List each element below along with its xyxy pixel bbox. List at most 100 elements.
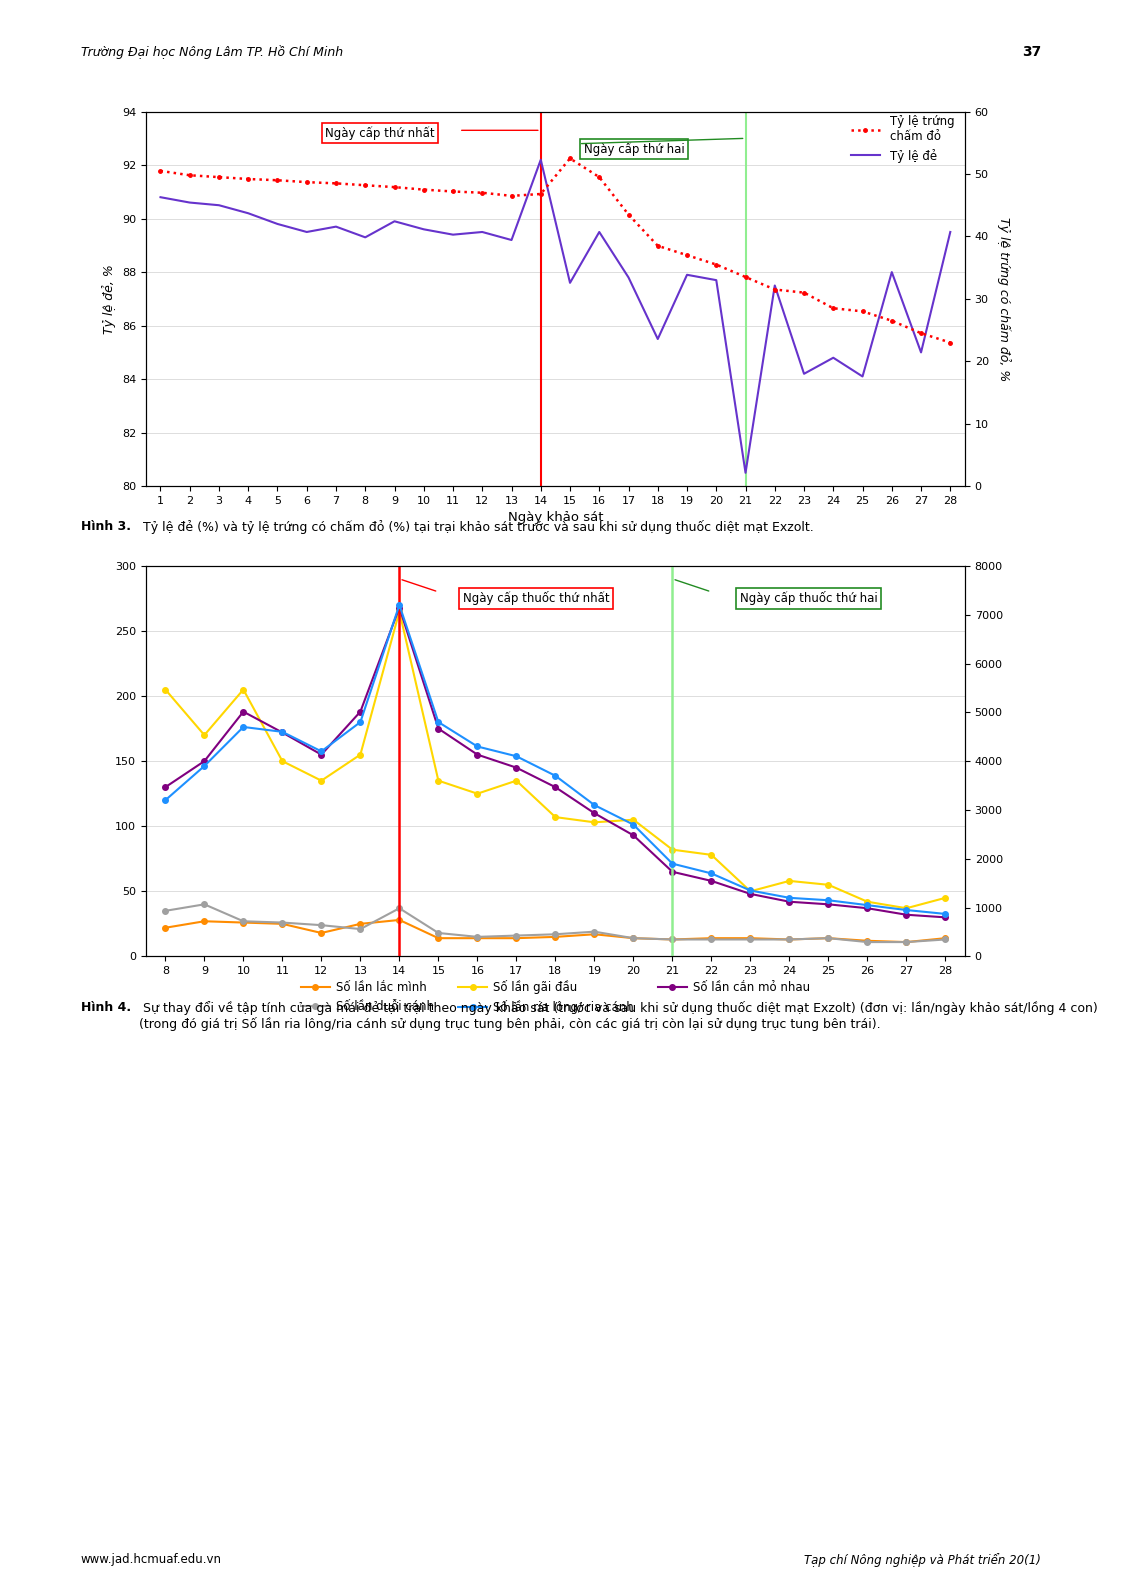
Số lần cắn mỏ nhau xyxy=(588,803,601,823)
Số lần gãi đầu xyxy=(665,840,679,859)
Số lần ria lông/ ria cánh xyxy=(744,881,757,901)
Line: Số lần duỗi cánh: Số lần duỗi cánh xyxy=(163,902,948,945)
Số lần duỗi cánh xyxy=(900,932,913,952)
Text: Ngày cấp thứ hai: Ngày cấp thứ hai xyxy=(583,142,684,156)
Số lần duỗi cánh xyxy=(393,899,406,918)
Số lần lắc mình xyxy=(627,929,641,948)
Số lần ria lông/ ria cánh xyxy=(237,717,250,736)
Số lần ria lông/ ria cánh xyxy=(705,864,718,883)
Số lần duỗi cánh xyxy=(939,929,953,948)
Số lần duỗi cánh xyxy=(509,926,523,945)
Số lần duỗi cánh xyxy=(744,929,757,948)
Số lần gãi đầu xyxy=(939,888,953,907)
Số lần lắc mình xyxy=(470,929,484,948)
Số lần gãi đầu xyxy=(432,771,445,791)
Legend: Số lần lắc mình, Số lần duỗi cánh, Số lần gãi đầu, Số lần ria lông/ ria cánh, Số: Số lần lắc mình, Số lần duỗi cánh, Số lầ… xyxy=(296,976,815,1019)
Số lần ria lông/ ria cánh xyxy=(549,767,562,786)
Số lần cắn mỏ nhau xyxy=(393,598,406,617)
Line: Số lần gãi đầu: Số lần gãi đầu xyxy=(163,609,948,912)
Số lần lắc mình xyxy=(353,915,367,934)
Text: www.jad.hcmuaf.edu.vn: www.jad.hcmuaf.edu.vn xyxy=(81,1553,222,1565)
Số lần lắc mình xyxy=(393,910,406,929)
Số lần cắn mỏ nhau xyxy=(627,826,641,845)
Số lần lắc mình xyxy=(549,928,562,947)
Line: Số lần cắn mỏ nhau: Số lần cắn mỏ nhau xyxy=(163,604,948,920)
Số lần lắc mình xyxy=(939,929,953,948)
Số lần lắc mình xyxy=(821,929,835,948)
Số lần duỗi cánh xyxy=(861,932,874,952)
Số lần gãi đầu xyxy=(549,808,562,827)
Số lần lắc mình xyxy=(861,931,874,950)
Số lần cắn mỏ nhau xyxy=(783,893,797,912)
Số lần ria lông/ ria cánh xyxy=(353,713,367,732)
Số lần cắn mỏ nhau xyxy=(509,759,523,778)
Số lần lắc mình xyxy=(509,929,523,948)
Legend: Tỷ lệ trứng
chấm đỏ, Tỷ lệ đẻ: Tỷ lệ trứng chấm đỏ, Tỷ lệ đẻ xyxy=(846,110,959,167)
Số lần cắn mỏ nhau xyxy=(276,724,289,743)
Số lần duỗi cánh xyxy=(314,915,328,934)
Số lần duỗi cánh xyxy=(432,923,445,942)
Số lần lắc mình xyxy=(276,915,289,934)
Số lần ria lông/ ria cánh xyxy=(470,736,484,756)
Số lần duỗi cánh xyxy=(627,929,641,948)
Số lần gãi đầu xyxy=(588,813,601,832)
Số lần duỗi cánh xyxy=(705,929,718,948)
Số lần cắn mỏ nhau xyxy=(197,752,211,771)
Số lần lắc mình xyxy=(237,913,250,932)
Số lần gãi đầu xyxy=(821,875,835,894)
Số lần gãi đầu xyxy=(705,845,718,864)
Số lần duỗi cánh xyxy=(197,894,211,913)
Text: Trường Đại học Nông Lâm TP. Hồ Chí Minh: Trường Đại học Nông Lâm TP. Hồ Chí Minh xyxy=(81,45,343,59)
Số lần cắn mỏ nhau xyxy=(470,744,484,764)
Số lần cắn mỏ nhau xyxy=(821,894,835,913)
Text: Tạp chí Nông nghiệp và Phát triển 20(1): Tạp chí Nông nghiệp và Phát triển 20(1) xyxy=(804,1553,1041,1567)
Số lần lắc mình xyxy=(314,923,328,942)
Số lần cắn mỏ nhau xyxy=(939,909,953,928)
Số lần cắn mỏ nhau xyxy=(237,701,250,720)
Số lần duỗi cánh xyxy=(470,928,484,947)
Số lần ria lông/ ria cánh xyxy=(627,815,641,834)
Số lần gãi đầu xyxy=(314,771,328,791)
Số lần duỗi cánh xyxy=(276,913,289,932)
Số lần lắc mình xyxy=(783,929,797,948)
Số lần cắn mỏ nhau xyxy=(900,905,913,925)
Số lần gãi đầu xyxy=(276,752,289,771)
Số lần gãi đầu xyxy=(197,725,211,744)
Số lần gãi đầu xyxy=(470,784,484,803)
Số lần ria lông/ ria cánh xyxy=(821,891,835,910)
Số lần ria lông/ ria cánh xyxy=(432,713,445,732)
Số lần lắc mình xyxy=(665,929,679,948)
Text: Ngày cấp thứ nhất: Ngày cấp thứ nhất xyxy=(325,126,434,140)
Số lần ria lông/ ria cánh xyxy=(509,746,523,765)
Y-axis label: Tỷ lệ trứng có chấm đỏ, %: Tỷ lệ trứng có chấm đỏ, % xyxy=(997,217,1011,381)
Số lần duỗi cánh xyxy=(783,929,797,948)
Text: Sự thay đổi về tập tính của gà mái đẻ tại trại theo ngày khảo sát (trước và sau : Sự thay đổi về tập tính của gà mái đẻ tạ… xyxy=(139,1001,1098,1031)
Số lần lắc mình xyxy=(197,912,211,931)
Số lần gãi đầu xyxy=(393,603,406,622)
Số lần gãi đầu xyxy=(237,681,250,700)
Text: Ngày cấp thuốc thứ hai: Ngày cấp thuốc thứ hai xyxy=(741,591,877,606)
Số lần ria lông/ ria cánh xyxy=(393,595,406,614)
Số lần gãi đầu xyxy=(353,744,367,764)
Số lần gãi đầu xyxy=(900,899,913,918)
Số lần cắn mỏ nhau xyxy=(549,778,562,797)
Số lần duỗi cánh xyxy=(549,925,562,944)
Số lần gãi đầu xyxy=(744,881,757,901)
Text: 37: 37 xyxy=(1022,45,1041,59)
Text: Tỷ lệ đẻ (%) và tỷ lệ trứng có chấm đỏ (%) tại trại khảo sát trước và sau khi sử: Tỷ lệ đẻ (%) và tỷ lệ trứng có chấm đỏ (… xyxy=(139,520,813,534)
Số lần gãi đầu xyxy=(861,893,874,912)
Số lần cắn mỏ nhau xyxy=(744,885,757,904)
Số lần duỗi cánh xyxy=(237,912,250,931)
Số lần ria lông/ ria cánh xyxy=(861,896,874,915)
Số lần lắc mình xyxy=(158,918,172,937)
Số lần cắn mỏ nhau xyxy=(665,862,679,881)
Số lần duỗi cánh xyxy=(353,920,367,939)
Số lần lắc mình xyxy=(900,932,913,952)
Số lần cắn mỏ nhau xyxy=(158,778,172,797)
Text: Hình 3.: Hình 3. xyxy=(81,520,131,532)
Số lần ria lông/ ria cánh xyxy=(276,722,289,741)
Y-axis label: Tỷ lệ đẻ, %: Tỷ lệ đẻ, % xyxy=(102,265,117,333)
Số lần duỗi cánh xyxy=(588,921,601,940)
Số lần ria lông/ ria cánh xyxy=(900,901,913,920)
Text: Hình 4.: Hình 4. xyxy=(81,1001,131,1014)
